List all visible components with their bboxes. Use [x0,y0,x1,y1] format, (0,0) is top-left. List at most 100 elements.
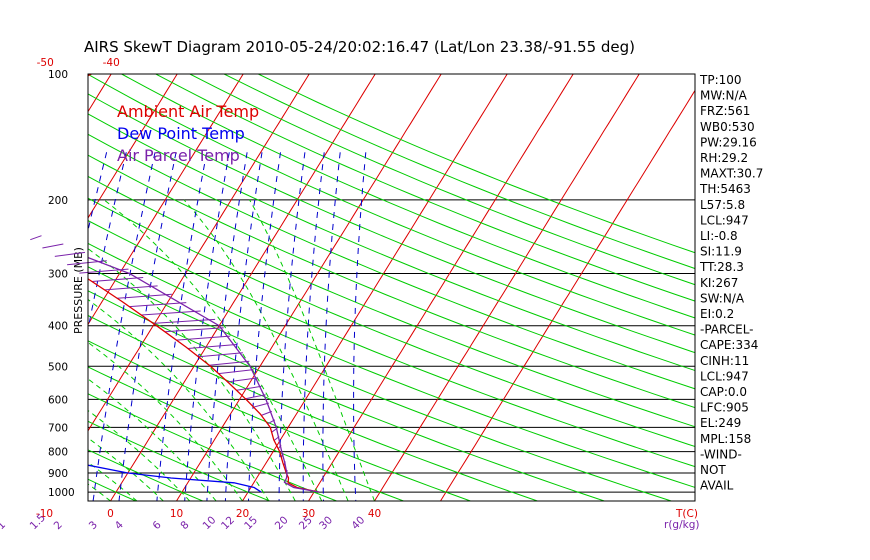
grid-layer [0,74,695,501]
pressure-tick-label: 700 [48,422,68,434]
dry-adiabat-line [189,74,695,286]
dry-adiabat-line [0,74,2,501]
bottom-temp-unit: T(C) [675,508,698,520]
cape-hatch [42,243,64,249]
cape-hatch [187,344,237,349]
mixing-ratio-line [0,152,36,501]
cape-hatch [198,352,243,358]
legend-entry-parcel: Air Parcel Temp [117,146,240,165]
moist-adiabat-line [88,298,270,501]
cape-hatch [209,360,250,366]
index-line: RH:29.2 [700,151,748,165]
dry-adiabat-line [88,340,471,501]
bottom-temp-tick-label: 20 [236,508,249,520]
mixing-ratio-unit: r(g/kg) [664,519,699,531]
mixing-ratio-line [184,152,230,501]
moist-adiabat-line [88,248,296,501]
mixing-ratio-tick-label: 8 [178,519,191,532]
cape-hatch [245,394,266,400]
index-line: CINH:11 [700,354,749,368]
index-line: LI:-0.8 [700,229,738,243]
legend: Ambient Air Temp Dew Point Temp Air Parc… [117,102,259,165]
mixing-ratio-tick-label: 30 [317,514,335,532]
bottom-temp-tick-label: 40 [368,508,381,520]
isotherm-line [176,74,442,501]
mixing-ratio-line [224,152,263,501]
y-axis-label: PRESSURE (MB) [72,247,85,334]
dry-adiabat-line [223,74,695,270]
pressure-tick-label: 200 [48,195,68,207]
mixing-ratio-tick-label: 12 [219,514,237,532]
pressure-tick-label: 400 [48,321,68,333]
index-line: TT:28.3 [699,260,744,274]
index-line: EI:0.2 [700,307,734,321]
dry-adiabat-line [88,197,695,448]
index-line: -PARCEL- [700,323,754,337]
dry-adiabat-line [88,290,605,501]
dry-adiabat-line [88,366,404,501]
cape-hatch [129,302,187,308]
mixing-ratio-tick-label: 20 [273,514,291,532]
index-line: SW:N/A [700,291,745,305]
isotherm-line [308,74,574,501]
mixing-ratio-tick-label: 3 [87,519,100,532]
cape-hatch [153,318,216,324]
cape-hatch [117,293,172,299]
top-temp-tick-label: -50 [37,57,54,69]
cape-hatch [91,277,144,282]
dry-adiabat-line [121,74,695,319]
index-line: MAXT:30.7 [700,167,763,181]
dry-adiabat-line [88,420,270,501]
index-line: CAP:0.0 [700,385,747,399]
cape-hatch [236,385,262,391]
isotherm-line [242,74,508,501]
dry-adiabat-line [88,242,695,488]
moist-adiabat-line [103,199,323,501]
cape-hatch [164,327,224,333]
index-line: TP:100 [699,73,742,87]
isotherm-line [88,74,244,326]
dry-adiabat-line [88,133,695,390]
mixing-ratio-tick-label: 4 [113,519,126,532]
mixing-ratio-line [206,152,248,501]
tick-layer: 1002003004005006007008009001000-120-110-… [0,57,699,532]
moist-adiabat-line [249,199,375,501]
dry-adiabat-line [88,314,538,501]
pressure-tick-label: 100 [48,69,68,81]
cape-shading [30,235,288,475]
index-line: WB0:530 [700,120,755,134]
moist-adiabat-line [88,437,164,501]
moist-adiabat-line [88,409,191,501]
dry-adiabat-line [258,74,695,254]
index-line: SI:11.9 [700,245,742,259]
mixing-ratio-line [92,152,156,501]
pressure-tick-label: 600 [48,394,68,406]
chart-title: AIRS SkewT Diagram 2010-05-24/20:02:16.4… [84,38,635,56]
pressure-tick-label: 1000 [48,487,75,499]
dry-adiabat-line [88,219,695,468]
cape-hatch [54,251,86,257]
mixing-ratio-line [156,152,208,501]
mixing-ratio-tick-label: 40 [349,514,367,532]
series-line-air-parcel-temp [88,256,320,493]
index-line: AVAIL [700,479,734,493]
bottom-temp-tick-label: -10 [36,508,53,520]
mixing-ratio-tick-label: 2 [52,519,65,532]
index-line: MPL:158 [700,432,751,446]
moist-adiabat-line [88,341,243,501]
bottom-temp-tick-label: 0 [107,508,114,520]
index-line: PW:29.16 [700,135,757,149]
cape-hatch [104,285,158,291]
dry-adiabat-line [0,74,69,501]
mixing-ratio-tick-label: 10 [201,514,219,532]
index-line: LCL:947 [700,369,749,383]
dry-adiabat-line [155,74,695,302]
index-line: NOT [700,463,726,477]
dry-adiabat-line [88,478,137,501]
bottom-temp-tick-label: 30 [302,508,315,520]
index-line: MW:N/A [700,89,748,103]
dry-adiabat-line [88,175,695,428]
mixing-ratio-line [248,152,281,501]
dry-adiabat-line [88,266,672,501]
index-line: LFC:905 [700,401,749,415]
